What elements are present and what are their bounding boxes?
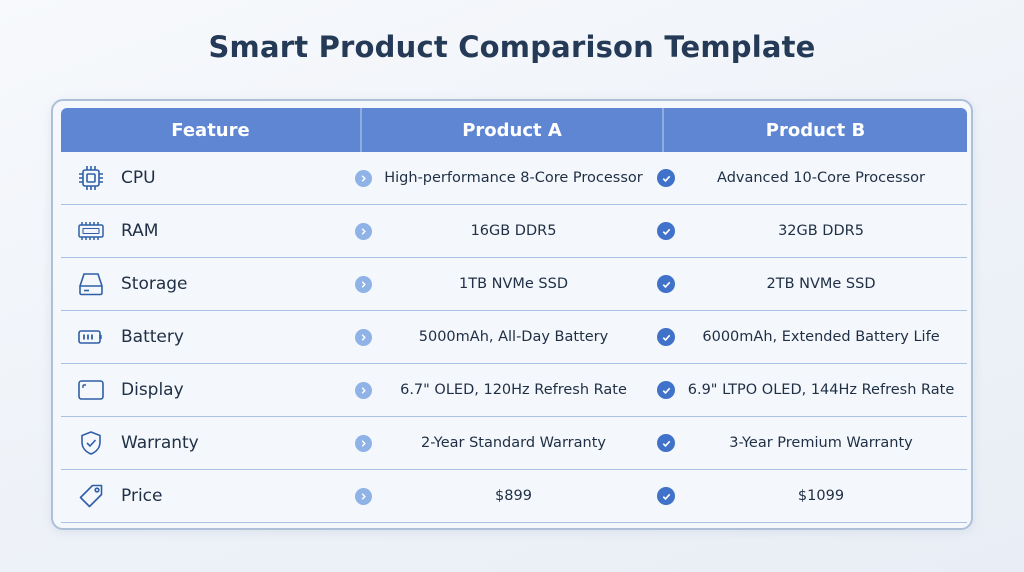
header-feature: Feature [61, 108, 362, 152]
feature-label: CPU [121, 168, 156, 188]
product-b-value: 3-Year Premium Warranty [729, 435, 913, 451]
product-a-value: 5000mAh, All-Day Battery [418, 329, 609, 345]
chevron-right-icon [355, 170, 372, 187]
display-icon [77, 376, 105, 404]
chevron-right-icon [355, 382, 372, 399]
chevron-right-icon [355, 223, 372, 240]
header-product-a: Product A [362, 108, 664, 152]
feature-label: Warranty [121, 433, 199, 453]
table-row: RAM 16GB DDR5 32GB DDR5 [61, 205, 967, 258]
storage-icon [77, 270, 105, 298]
check-icon [657, 487, 675, 505]
product-a-value: High-performance 8-Core Processor [384, 170, 643, 186]
check-icon [657, 328, 675, 346]
table-row: Battery 5000mAh, All-Day Battery 6000mAh… [61, 311, 967, 364]
product-b-value: 32GB DDR5 [778, 223, 864, 239]
table-row: Storage 1TB NVMe SSD 2TB NVMe SSD [61, 258, 967, 311]
check-icon [657, 434, 675, 452]
chevron-right-icon [355, 435, 372, 452]
table-row: CPU High-performance 8-Core Processor Ad… [61, 152, 967, 205]
chevron-right-icon [355, 329, 372, 346]
product-b-value: 2TB NVMe SSD [766, 276, 876, 292]
table-header: Feature Product A Product B [61, 108, 967, 152]
product-a-value: 16GB DDR5 [470, 223, 557, 239]
header-product-b: Product B [765, 119, 866, 141]
product-b-value: 6000mAh, Extended Battery Life [702, 329, 940, 345]
product-a-value: $899 [495, 488, 532, 504]
cpu-icon [77, 164, 105, 192]
table-row: Display 6.7" OLED, 120Hz Refresh Rate 6.… [61, 364, 967, 417]
price-tag-icon [77, 482, 105, 510]
shield-icon [77, 429, 105, 457]
table-row: Price $899 $1099 [61, 470, 967, 523]
check-icon [657, 381, 675, 399]
page-title: Smart Product Comparison Template [208, 30, 816, 64]
feature-label: Battery [121, 327, 184, 347]
table-body: CPU High-performance 8-Core Processor Ad… [61, 152, 967, 523]
battery-icon [77, 323, 105, 351]
product-a-value: 1TB NVMe SSD [458, 276, 569, 292]
feature-label: Price [121, 486, 163, 506]
check-icon [657, 275, 675, 293]
product-b-value: $1099 [797, 488, 845, 504]
ram-icon [77, 217, 105, 245]
feature-label: RAM [121, 221, 159, 241]
product-b-value: 6.9" LTPO OLED, 144Hz Refresh Rate [687, 382, 955, 398]
product-b-value: Advanced 10-Core Processor [717, 170, 925, 186]
table-row: Warranty 2-Year Standard Warranty 3-Year… [61, 417, 967, 470]
chevron-right-icon [355, 488, 372, 505]
chevron-right-icon [355, 276, 372, 293]
comparison-table: Feature Product A Product B CPU High-per… [51, 99, 973, 530]
feature-label: Storage [121, 274, 188, 294]
check-icon [657, 222, 675, 240]
check-icon [657, 169, 675, 187]
product-a-value: 2-Year Standard Warranty [421, 435, 606, 451]
product-a-value: 6.7" OLED, 120Hz Refresh Rate [400, 382, 627, 398]
feature-label: Display [121, 380, 184, 400]
